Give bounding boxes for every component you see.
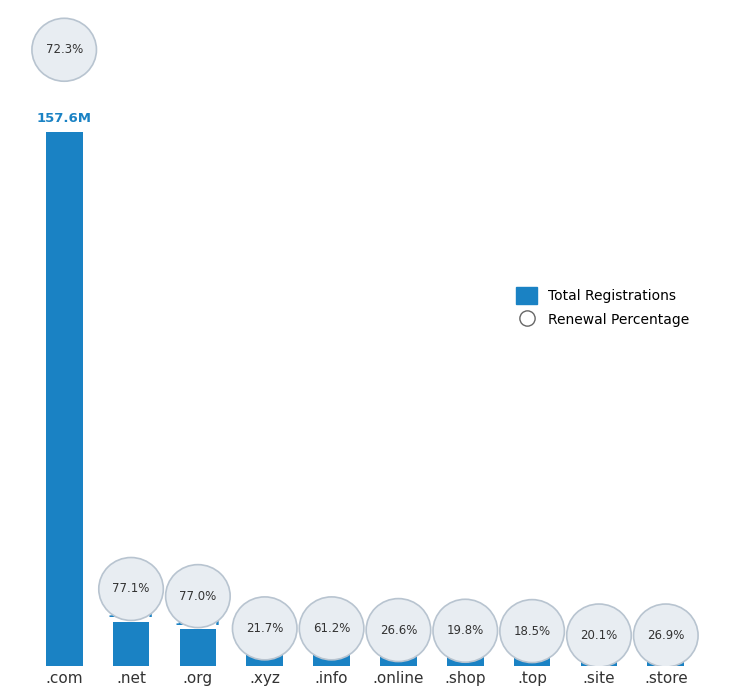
Text: 21.7%: 21.7% [246, 622, 283, 635]
Ellipse shape [634, 604, 698, 667]
Bar [46, 132, 82, 666]
Bar [112, 622, 150, 666]
Text: 1.5M: 1.5M [580, 648, 618, 661]
Text: 2.8M: 2.8M [514, 643, 550, 657]
Ellipse shape [500, 600, 564, 663]
Ellipse shape [299, 597, 364, 660]
Text: 18.5%: 18.5% [513, 624, 550, 638]
Text: 77.0%: 77.0% [180, 589, 217, 603]
Ellipse shape [99, 557, 164, 620]
Bar [313, 654, 350, 666]
Ellipse shape [166, 565, 230, 628]
Ellipse shape [32, 18, 96, 81]
Text: 13.0M: 13.0M [108, 608, 154, 620]
Bar [180, 629, 216, 666]
Ellipse shape [232, 597, 297, 660]
Ellipse shape [366, 598, 431, 662]
Legend: Total Registrations, Renewal Percentage: Total Registrations, Renewal Percentage [511, 282, 695, 334]
Bar [447, 657, 484, 666]
Text: 3.6M: 3.6M [313, 640, 350, 654]
Text: 10.9M: 10.9M [175, 615, 220, 628]
Text: 1.5M: 1.5M [648, 648, 684, 661]
Text: 61.2%: 61.2% [313, 622, 350, 635]
Ellipse shape [566, 604, 631, 667]
Text: 20.1%: 20.1% [580, 629, 618, 642]
Bar [580, 662, 618, 666]
Text: 3.1M: 3.1M [380, 643, 417, 655]
Ellipse shape [433, 599, 498, 662]
Text: 26.9%: 26.9% [647, 629, 685, 642]
Text: 72.3%: 72.3% [45, 43, 82, 56]
Text: 77.1%: 77.1% [112, 582, 150, 596]
Bar [648, 662, 684, 666]
Text: 2.9M: 2.9M [447, 643, 483, 656]
Bar [514, 657, 550, 666]
Text: 3.6M: 3.6M [246, 640, 283, 654]
Text: 19.8%: 19.8% [447, 624, 484, 637]
Bar [380, 656, 417, 666]
Bar [246, 654, 283, 666]
Text: 26.6%: 26.6% [380, 624, 417, 636]
Text: 157.6M: 157.6M [36, 112, 92, 125]
